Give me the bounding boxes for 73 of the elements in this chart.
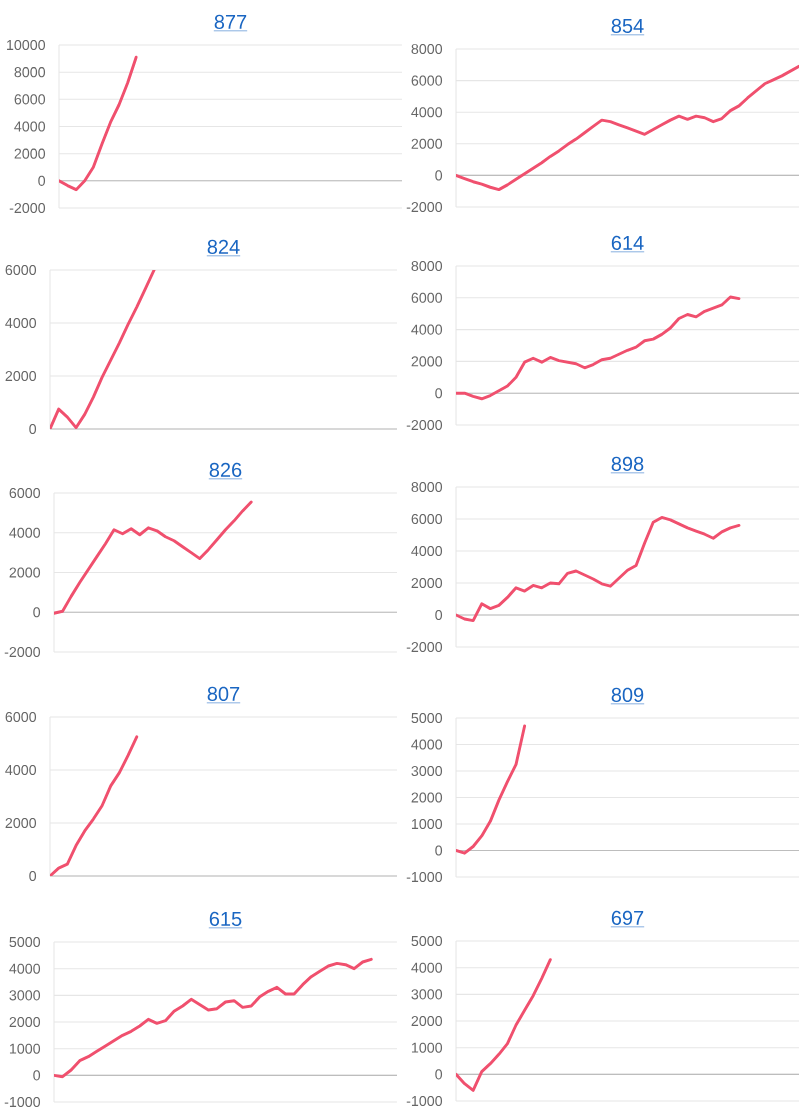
y-tick-label: 0 (29, 870, 37, 882)
y-tick-label: 6000 (411, 513, 443, 525)
line-series (456, 958, 552, 1092)
y-tick-label: 2000 (411, 138, 443, 149)
y-tick-label: 8000 (411, 481, 443, 493)
chart-title: 854 (611, 18, 644, 33)
y-tick-label: 0 (435, 388, 443, 399)
y-tick-label: 8000 (411, 260, 443, 272)
y-tick-label: 5000 (411, 712, 443, 724)
chart-title: 824 (207, 239, 240, 254)
line-series (456, 724, 527, 855)
y-tick-label: 6000 (14, 94, 46, 105)
y-tick-label: 2000 (9, 1016, 41, 1028)
line-series (59, 55, 138, 192)
y-tick-label: 2000 (411, 1015, 443, 1027)
y-tick-label: 2000 (5, 817, 37, 829)
y-tick-label: -1000 (406, 871, 443, 883)
y-tick-label: 6000 (411, 292, 443, 303)
y-tick-label: 2000 (411, 577, 443, 589)
y-tick-label: 4000 (9, 963, 41, 974)
y-tick-label: -1000 (406, 1095, 443, 1107)
y-tick-label: -2000 (4, 646, 41, 658)
y-tick-label: 4000 (411, 962, 443, 973)
y-tick-label: 1000 (411, 818, 443, 830)
y-tick-label: 2000 (9, 567, 41, 578)
y-tick-label: 3000 (411, 989, 443, 1000)
y-tick-label: -2000 (406, 641, 443, 653)
chart-title: 809 (611, 687, 644, 702)
y-tick-label: 4000 (5, 764, 37, 776)
y-tick-label: 0 (435, 845, 443, 856)
y-tick-label: -1000 (4, 1096, 41, 1108)
y-tick-label: 6000 (411, 75, 443, 86)
y-tick-label: 8000 (14, 67, 46, 78)
y-tick-label: 2000 (14, 148, 46, 159)
y-tick-label: 5000 (9, 936, 41, 948)
y-tick-label: 8000 (411, 43, 443, 55)
y-tick-label: 4000 (411, 107, 443, 118)
y-tick-label: -2000 (406, 201, 443, 213)
y-tick-label: 0 (435, 1069, 443, 1080)
y-tick-label: -2000 (9, 202, 46, 214)
y-tick-label: 0 (435, 609, 443, 621)
y-tick-label: -2000 (406, 419, 443, 431)
y-tick-label: 2000 (411, 792, 443, 803)
y-tick-label: 4000 (411, 324, 443, 335)
y-tick-label: 0 (435, 170, 443, 181)
y-tick-label: 6000 (5, 264, 37, 276)
chart-title: 898 (611, 456, 644, 471)
y-tick-label: 4000 (411, 739, 443, 750)
y-tick-label: 6000 (5, 711, 37, 723)
chart-title: 697 (611, 910, 644, 925)
y-tick-label: 3000 (9, 990, 41, 1001)
y-tick-label: 4000 (411, 545, 443, 557)
y-tick-label: 6000 (9, 487, 41, 499)
chart-title: 614 (611, 235, 644, 250)
y-tick-label: 4000 (14, 121, 46, 132)
y-tick-label: 2000 (5, 370, 37, 382)
chart-title: 877 (214, 14, 247, 29)
y-tick-label: 4000 (5, 317, 37, 329)
y-tick-label: 0 (33, 607, 41, 618)
y-tick-label: 1000 (411, 1042, 443, 1053)
line-series (50, 735, 139, 877)
y-tick-label: 0 (33, 1070, 41, 1081)
chart-title: 615 (209, 911, 242, 926)
y-tick-label: 5000 (411, 935, 443, 947)
y-tick-label: 2000 (411, 356, 443, 367)
y-tick-label: 0 (29, 423, 37, 435)
y-tick-label: 4000 (9, 527, 41, 538)
y-tick-label: 0 (38, 175, 46, 186)
y-tick-label: 1000 (9, 1043, 41, 1054)
chart-title: 807 (207, 686, 240, 701)
chart-title: 826 (209, 462, 242, 477)
y-tick-label: 3000 (411, 765, 443, 777)
y-tick-label: 10000 (7, 39, 46, 51)
